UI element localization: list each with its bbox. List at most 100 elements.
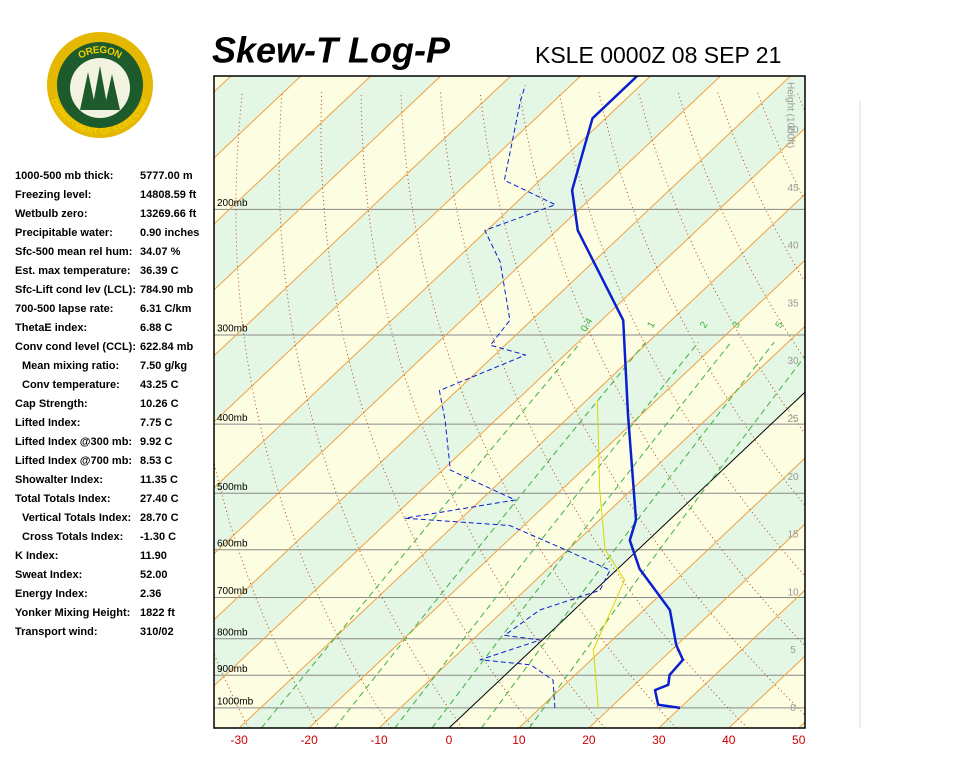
- stat-label: Wetbulb zero:: [15, 208, 88, 220]
- mixing-ratio-line: [261, 341, 582, 728]
- stat-label: Est. max temperature:: [15, 265, 131, 277]
- mixing-ratio-line: [481, 341, 775, 728]
- dry-adiabat: [837, 92, 960, 728]
- pressure-label: 1000mb: [217, 697, 254, 708]
- isotherm: [214, 76, 372, 225]
- height-tick-label: 50: [787, 125, 799, 136]
- stat-label: 1000-500 mb thick:: [15, 170, 113, 182]
- height-tick-label: 35: [787, 298, 799, 309]
- mixing-ratio-label: 3: [731, 320, 744, 331]
- dry-adiabat: [955, 92, 960, 728]
- mixing-ratio-line: [394, 341, 699, 728]
- chart-subtitle: KSLE 0000Z 08 SEP 21: [535, 42, 781, 68]
- pressure-label: 300mb: [217, 324, 248, 335]
- dry-adiabat: [400, 92, 677, 728]
- stat-value: 11.90: [140, 550, 167, 562]
- mixing-ratio-label: 5: [774, 320, 787, 331]
- pressure-label: 800mb: [217, 627, 248, 638]
- stat-value: 784.90 mb: [140, 284, 193, 296]
- stat-label: Transport wind:: [15, 626, 98, 638]
- stat-label: Vertical Totals Index:: [22, 512, 131, 524]
- stat-label: K Index:: [15, 550, 58, 562]
- logo-tree: [80, 72, 96, 110]
- stat-value: 10.26 C: [140, 398, 179, 410]
- isotherm: [214, 76, 442, 291]
- dry-adiabat: [558, 92, 805, 577]
- pressure-label: 600mb: [217, 538, 248, 549]
- pressure-label: 500mb: [217, 482, 248, 493]
- height-tick-label: 20: [787, 472, 799, 483]
- logo-top-text: OREGON: [76, 44, 123, 61]
- stat-value: 310/02: [140, 626, 174, 638]
- isotherm-band: [214, 76, 805, 686]
- stat-value: 13269.66 ft: [140, 208, 197, 220]
- stat-value: 7.75 C: [140, 417, 172, 429]
- stat-label: Precipitable water:: [15, 227, 113, 239]
- mixing-ratio-label: 2: [698, 320, 711, 331]
- x-tick-label: -20: [300, 733, 318, 747]
- stat-value: 622.84 mb: [140, 341, 193, 353]
- axes: 1000mb 900mb 800mb 700mb 600mb 500mb 400mb 300m…: [217, 82, 806, 747]
- profile-line: [592, 399, 626, 708]
- stat-label: Cap Strength:: [15, 398, 88, 410]
- logo: OREGON DEPARTMENT OF FORESTRY: [47, 32, 153, 138]
- stat-label: ThetaE index:: [15, 322, 87, 334]
- isotherm: [214, 76, 511, 357]
- chart-title: Skew-T Log-P: [212, 30, 451, 71]
- stat-label: Sweat Index:: [15, 569, 82, 581]
- mixing-ratio-label: 8: [815, 320, 828, 331]
- x-tick-label: -10: [370, 733, 388, 747]
- pressure-label: 400mb: [217, 413, 248, 424]
- isotherm: [214, 76, 581, 423]
- stat-value: 27.40 C: [140, 493, 179, 505]
- stat-label: Conv temperature:: [22, 379, 120, 391]
- stat-label: Energy Index:: [15, 588, 88, 600]
- x-tick-label: 40: [722, 733, 736, 747]
- stat-value: 0.90 inches: [140, 227, 199, 239]
- stat-label: Mean mixing ratio:: [22, 360, 119, 372]
- stat-value: 6.88 C: [140, 322, 172, 334]
- height-tick-label: 5: [790, 645, 796, 656]
- stat-value: 11.35 C: [140, 474, 178, 486]
- stat-value: 14808.59 ft: [140, 189, 197, 201]
- stat-label: Cross Totals Index:: [22, 531, 123, 543]
- stat-label: Freezing level:: [15, 189, 91, 201]
- isotherm: [214, 76, 651, 489]
- dry-adiabat: [360, 92, 606, 728]
- dry-adiabat: [876, 92, 960, 728]
- isotherm: [378, 325, 805, 728]
- stat-label: Lifted Index:: [15, 417, 80, 429]
- isotherm: [798, 721, 805, 728]
- logo-tree: [104, 74, 120, 110]
- stat-value: 34.07 %: [140, 246, 181, 258]
- stat-label: Sfc-Lift cond lev (LCL):: [15, 284, 136, 296]
- stat-value: 7.50 g/kg: [140, 360, 187, 372]
- pressure-label: 900mb: [217, 664, 248, 675]
- pressure-label: 700mb: [217, 586, 248, 597]
- height-tick-label: 45: [787, 183, 799, 194]
- x-tick-label: 0: [446, 733, 453, 747]
- x-tick-label: -30: [231, 733, 249, 747]
- stat-label: Lifted Index @300 mb:: [15, 436, 132, 448]
- stat-label: Total Totals Index:: [15, 493, 111, 505]
- dry-adiabat: [320, 92, 534, 728]
- stat-value: 9.92 C: [140, 436, 172, 448]
- stat-value: 52.00: [140, 569, 168, 581]
- stat-value: 1822 ft: [140, 607, 175, 619]
- mixing-ratio-line: [431, 341, 732, 728]
- logo-tree: [92, 66, 108, 110]
- height-tick-label: 10: [787, 587, 799, 598]
- x-tick-label: 30: [652, 733, 666, 747]
- profile-line: [404, 85, 611, 708]
- isotherm: [238, 193, 805, 728]
- isotherm: [588, 523, 805, 728]
- isotherm-band: [214, 128, 805, 728]
- isotherm: [869, 76, 960, 728]
- stats-table: 1000-500 mb thick: 5777.00 m Freezing leve…: [15, 170, 199, 638]
- x-tick-label: 10: [512, 733, 526, 747]
- stat-value: 8.53 C: [140, 455, 172, 467]
- isotherm: [214, 76, 721, 555]
- mixing-ratio-line: [334, 341, 646, 728]
- stat-value: 36.39 C: [140, 265, 179, 277]
